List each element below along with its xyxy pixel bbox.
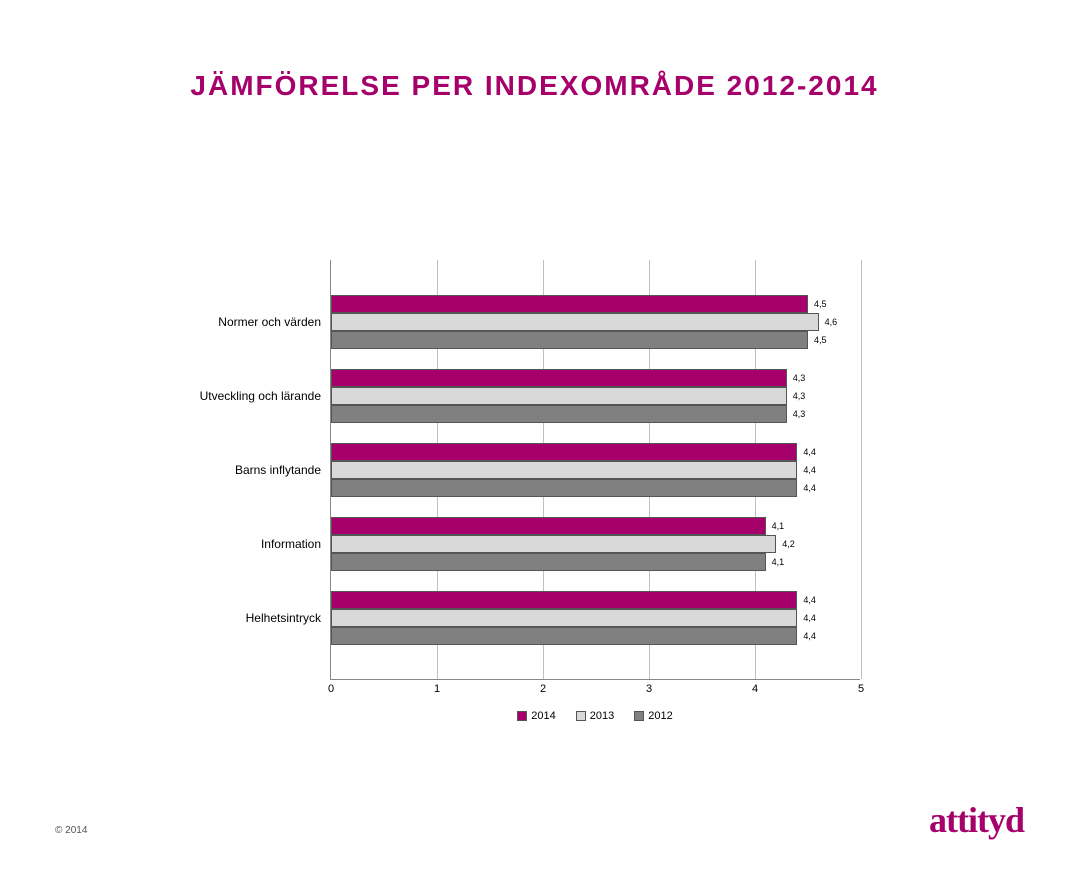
category-label: Normer och värden — [161, 315, 321, 329]
bar-2013 — [331, 535, 776, 553]
logo: attityd — [929, 799, 1024, 841]
bar-value-label: 4,6 — [819, 313, 838, 331]
legend-swatch — [576, 711, 586, 721]
bar-value-label: 4,4 — [797, 461, 816, 479]
x-tick-label: 0 — [328, 683, 334, 695]
bar-value-label: 4,4 — [797, 627, 816, 645]
bar-value-label: 4,4 — [797, 443, 816, 461]
x-tick-label: 1 — [434, 683, 440, 695]
bar-2014 — [331, 591, 797, 609]
legend-item-2012: 2012 — [634, 710, 672, 722]
bar-2014 — [331, 517, 766, 535]
bar-value-label: 4,3 — [787, 369, 806, 387]
copyright-text: © 2014 — [55, 825, 87, 836]
bar-2012 — [331, 479, 797, 497]
bar-value-label: 4,5 — [808, 331, 827, 349]
bar-2012 — [331, 331, 808, 349]
bar-2014 — [331, 369, 787, 387]
legend-item-2013: 2013 — [576, 710, 614, 722]
category-label: Information — [161, 537, 321, 551]
legend-item-2014: 2014 — [517, 710, 555, 722]
bar-value-label: 4,4 — [797, 591, 816, 609]
bar-value-label: 4,1 — [766, 517, 785, 535]
legend-label: 2014 — [531, 710, 555, 722]
chart: 0 1 2 3 4 5 Normer och värden 4,54,64,5 Utveckli… — [160, 260, 920, 700]
category-label: Barns inflytande — [161, 463, 321, 477]
legend-label: 2013 — [590, 710, 614, 722]
page-title: JÄMFÖRELSE PER INDEXOMRÅDE 2012-2014 — [0, 70, 1069, 102]
bar-value-label: 4,4 — [797, 479, 816, 497]
bar-value-label: 4,3 — [787, 405, 806, 423]
bar-value-label: 4,4 — [797, 609, 816, 627]
category-label: Helhetsintryck — [161, 611, 321, 625]
plot-area: 012345Normer och värden4,54,64,5Utveckli… — [330, 260, 860, 680]
bar-2012 — [331, 405, 787, 423]
gridline — [861, 260, 862, 679]
bar-2013 — [331, 461, 797, 479]
category-label: Utveckling och lärande — [161, 389, 321, 403]
x-tick-label: 3 — [646, 683, 652, 695]
bar-2013 — [331, 387, 787, 405]
legend-swatch — [634, 711, 644, 721]
bar-value-label: 4,2 — [776, 535, 795, 553]
bar-value-label: 4,1 — [766, 553, 785, 571]
bar-value-label: 4,5 — [808, 295, 827, 313]
legend-swatch — [517, 711, 527, 721]
bar-2012 — [331, 553, 766, 571]
bar-2012 — [331, 627, 797, 645]
x-tick-label: 5 — [858, 683, 864, 695]
x-tick-label: 4 — [752, 683, 758, 695]
bar-value-label: 4,3 — [787, 387, 806, 405]
x-tick-label: 2 — [540, 683, 546, 695]
legend-label: 2012 — [648, 710, 672, 722]
legend: 2014 2013 2012 — [330, 710, 860, 722]
bar-2013 — [331, 313, 819, 331]
bar-2014 — [331, 295, 808, 313]
bar-2014 — [331, 443, 797, 461]
bar-2013 — [331, 609, 797, 627]
